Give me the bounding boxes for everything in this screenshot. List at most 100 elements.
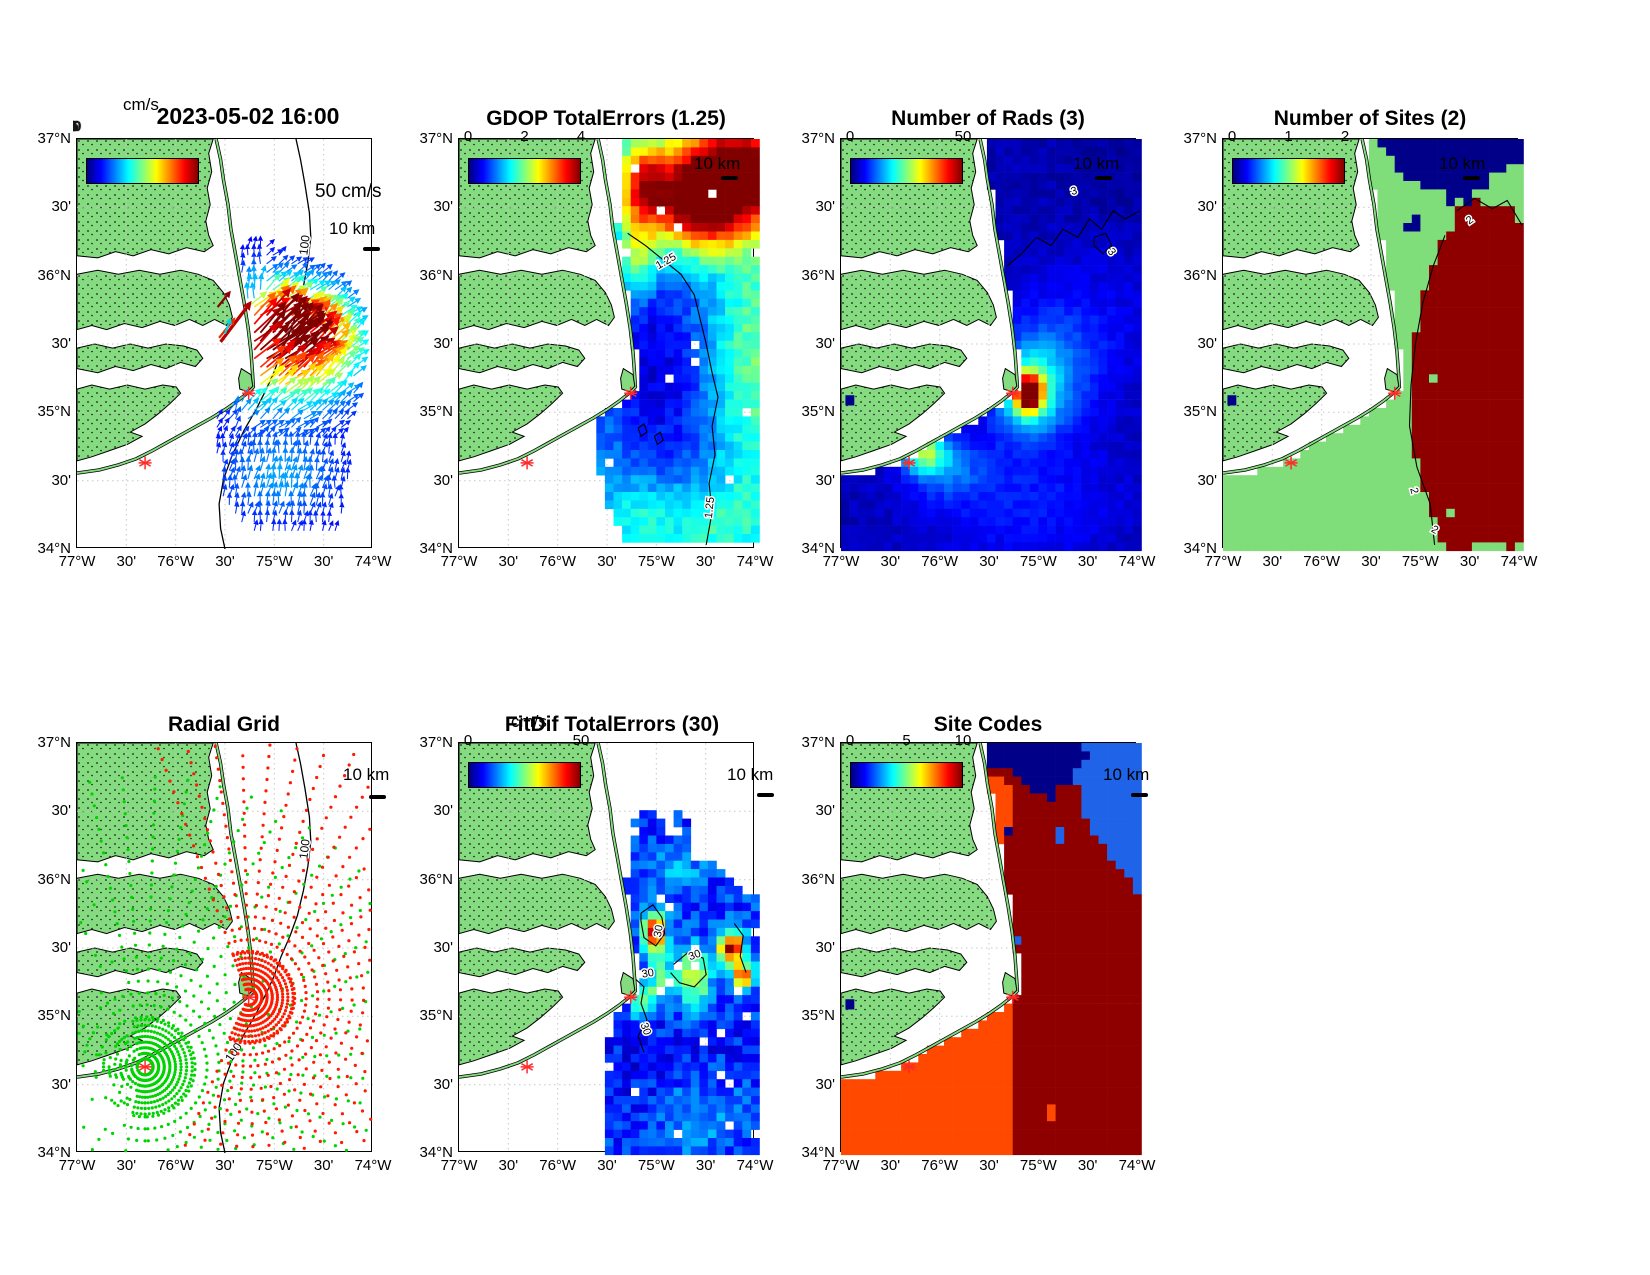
heatmap-cell: [673, 936, 683, 945]
region-cell: [1497, 340, 1507, 350]
region-cell: [1308, 542, 1318, 552]
heatmap-cell: [1064, 534, 1074, 543]
heatmap-cell: [742, 239, 752, 249]
radial-grid-dot-green: [186, 1045, 190, 1049]
heatmap-cell: [733, 475, 743, 484]
region-cell: [1497, 450, 1507, 459]
region-cell: [1377, 139, 1387, 148]
radial-grid-dot-green: [166, 1092, 170, 1097]
heatmap-cell: [630, 508, 640, 518]
heatmap-cell: [682, 508, 692, 518]
heatmap-cell: [1098, 517, 1108, 526]
heatmap-cell: [682, 877, 692, 887]
radial-grid-dot-red: [286, 995, 290, 999]
radial-grid-dot-green: [192, 1009, 196, 1013]
y-axis-tick-label: 34°N: [37, 1144, 71, 1161]
region-cell: [1471, 164, 1481, 173]
radial-grid-dot-red: [287, 973, 291, 977]
radial-grid-dot-red: [307, 961, 311, 965]
radial-grid-dot-red: [295, 1026, 299, 1030]
heatmap-cell: [1038, 450, 1048, 459]
heatmap-cell: [1132, 172, 1142, 182]
heatmap-cell: [716, 189, 726, 199]
region-cell: [1437, 382, 1447, 392]
heatmap-cell: [656, 441, 666, 451]
region-cell: [1454, 365, 1464, 375]
heatmap-cell: [639, 189, 649, 199]
region-cell: [1489, 382, 1498, 392]
heatmap-cell: [1115, 248, 1125, 257]
heatmap-cell: [1089, 441, 1099, 451]
radial-grid-dot-green: [166, 1122, 170, 1126]
colorbar: [468, 158, 581, 184]
region-cell: [1257, 517, 1267, 526]
heatmap-cell: [613, 508, 623, 518]
region-cell: [1377, 197, 1387, 207]
radial-grid-dot-red: [336, 1085, 340, 1089]
heatmap-cell: [750, 281, 760, 291]
region-cell: [1411, 273, 1421, 283]
heatmap-cell: [699, 525, 709, 535]
region-cell: [1446, 450, 1456, 459]
heatmap-cell: [622, 214, 631, 224]
radial-grid-dot-red: [233, 1032, 237, 1036]
heatmap-cell: [639, 852, 649, 861]
heatmap-cell: [725, 197, 734, 207]
heatmap-cell: [986, 408, 996, 417]
heatmap-cell: [639, 860, 649, 870]
heatmap-cell: [1124, 239, 1134, 249]
heatmap-cell: [750, 424, 760, 434]
radial-grid-dot-green: [295, 1108, 299, 1113]
heatmap-cell: [1055, 500, 1065, 510]
region-cell: [1308, 466, 1318, 476]
heatmap-cell: [1021, 323, 1031, 333]
region-cell: [1291, 500, 1301, 510]
heatmap-cell: [1012, 416, 1022, 426]
heatmap-cell: [1107, 408, 1116, 417]
heatmap-cell: [1072, 315, 1082, 325]
x-axis-tick-label: 30': [695, 1157, 716, 1174]
region-cell: [1471, 508, 1481, 518]
region-cell: [1308, 517, 1318, 526]
heatmap-cell: [733, 517, 743, 526]
heatmap-cell: [673, 835, 683, 845]
region-cell: [1454, 340, 1464, 350]
radial-grid-dot-green: [95, 1053, 99, 1057]
region-cell: [1343, 441, 1353, 451]
heatmap-cell: [682, 189, 692, 199]
heatmap-cell: [909, 483, 919, 493]
region-cell: [1351, 483, 1361, 493]
heatmap-cell: [630, 197, 640, 207]
heatmap-cell: [707, 927, 717, 937]
radial-grid-dot-red: [275, 995, 280, 999]
heatmap-cell: [733, 197, 743, 207]
region-cell: [1274, 534, 1284, 543]
region-cell: [1437, 433, 1447, 442]
region-cell: [1497, 408, 1507, 417]
heatmap-cell: [1089, 542, 1099, 552]
heatmap-cell: [725, 508, 734, 518]
heatmap-cell: [1047, 517, 1056, 526]
y-axis-tick-label: 30': [815, 198, 835, 216]
contour-line: [1456, 197, 1523, 226]
region-cell: [1446, 290, 1456, 299]
radial-grid-dot-red: [338, 784, 342, 788]
heatmap-cell: [1021, 382, 1031, 392]
radial-grid-dot-green: [134, 955, 138, 959]
region-cell: [1514, 340, 1524, 350]
land-stipple: [77, 270, 233, 330]
heatmap-cell: [707, 323, 717, 333]
heatmap-cell: [1115, 273, 1125, 283]
x-axis-tick-label: 30': [979, 553, 999, 570]
region-cell: [1506, 139, 1516, 148]
heatmap-cell: [926, 441, 936, 451]
radial-grid-dot-green: [168, 897, 172, 901]
radial-grid-dot-green: [189, 1023, 193, 1027]
heatmap-cell: [1115, 315, 1125, 325]
region-cell: [1437, 365, 1447, 375]
x-axis-tick-label: 77°W: [58, 1157, 96, 1174]
heatmap-cell: [883, 500, 893, 510]
radial-grid-dot-red: [199, 865, 204, 870]
radial-grid-dot-green: [241, 817, 245, 821]
